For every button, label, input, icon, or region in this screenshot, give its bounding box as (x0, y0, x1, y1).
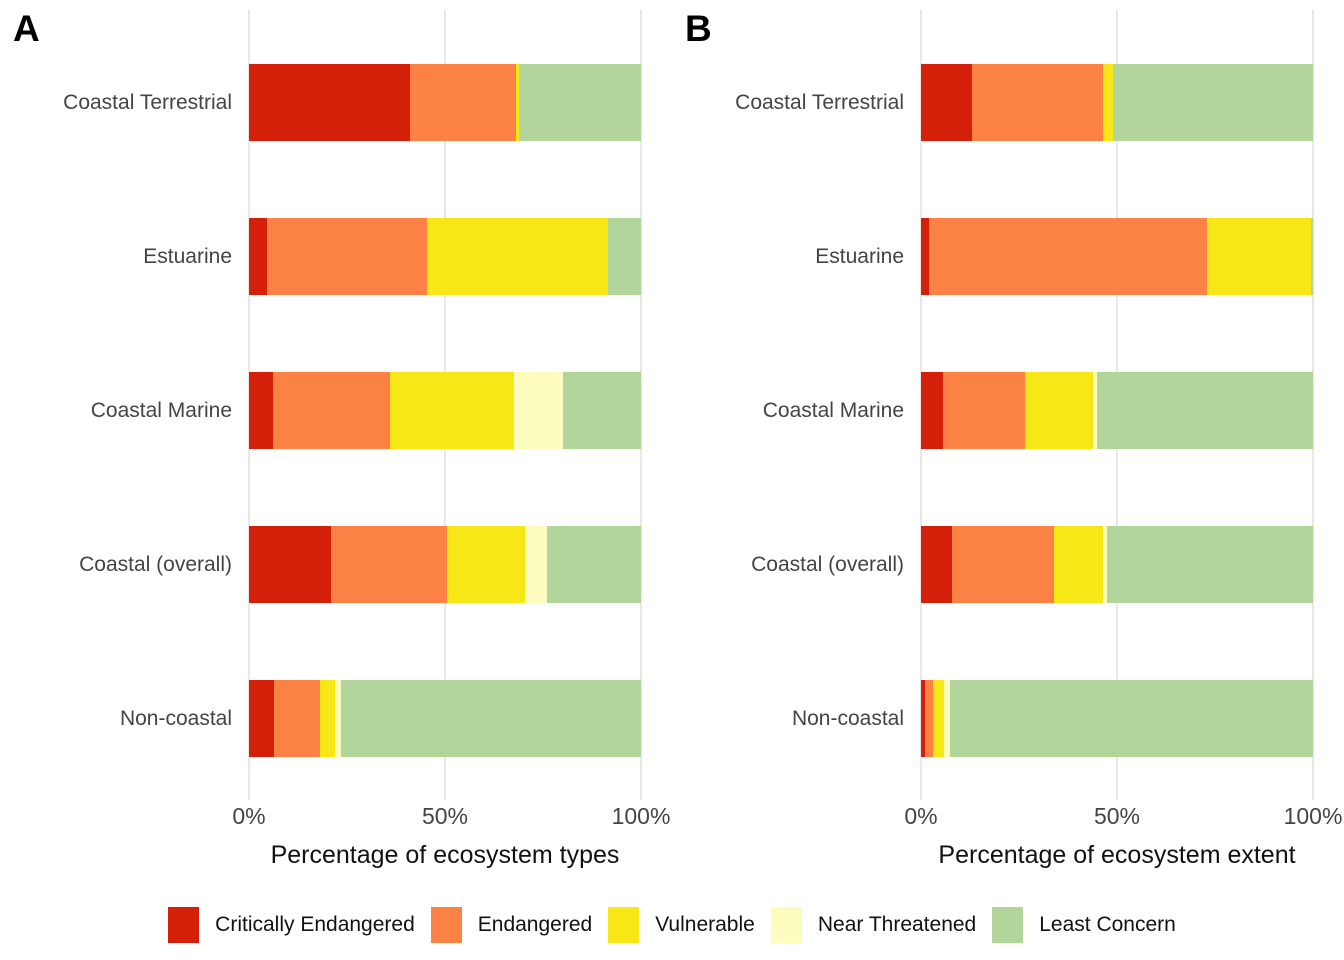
category-label: Coastal (overall) (79, 552, 232, 576)
panel-a-x-axis-title: Percentage of ecosystem types (270, 841, 620, 869)
legend-label: Critically Endangered (215, 913, 415, 936)
panel-b-letter: B (685, 8, 712, 49)
legend-label: Endangered (477, 913, 593, 936)
legend-swatch (608, 907, 640, 943)
bar-row (921, 526, 1313, 603)
bar-segment (944, 680, 951, 757)
panel-a-plot: Coastal Terrestrial Estuarine Coastal Mari… (63, 10, 642, 800)
panel-a-xtick-100: 100% (611, 803, 671, 829)
panel-b-plot: Coastal Terrestrial Estuarine Coastal Mari… (735, 10, 1314, 800)
bar-row (921, 218, 1313, 295)
panel-b-xtick-50: 50% (1093, 803, 1141, 829)
legend: Critically Endangered Endangered Vulnerabl… (0, 905, 1344, 945)
bar-segment (274, 680, 320, 757)
bar-segment (1107, 526, 1313, 603)
gridline-100 (640, 10, 642, 800)
bar-row (921, 64, 1313, 141)
category-label: Coastal Marine (90, 398, 232, 422)
panel-a-letter: A (13, 8, 40, 49)
bar-segment (921, 64, 972, 141)
bar-segment (1103, 526, 1108, 603)
bar-segment (446, 526, 526, 603)
bar-segment (928, 218, 1208, 295)
bar-row (249, 680, 641, 757)
bar-segment (1093, 372, 1098, 449)
bar-segment (971, 64, 1104, 141)
bar-segment (249, 680, 275, 757)
legend-item: Endangered (430, 907, 593, 943)
legend-item: Least Concern (992, 907, 1176, 943)
legend-item: Vulnerable (608, 907, 755, 943)
panel-a-xtick-0: 0% (232, 803, 266, 829)
bar-segment (390, 372, 514, 449)
panel-b-x-axis-title: Percentage of ecosystem extent (938, 841, 1296, 869)
category-label: Non-coastal (119, 706, 232, 730)
category-label: Coastal Terrestrial (63, 90, 232, 114)
bar-segment (1207, 218, 1312, 295)
bar-segment (924, 680, 933, 757)
legend-swatch (168, 907, 200, 943)
bar-segment (266, 218, 428, 295)
bar-segment (942, 372, 1025, 449)
bar-row (249, 526, 641, 603)
bar-segment (1113, 64, 1313, 141)
bar-segment (1097, 372, 1313, 449)
bar-segment (513, 372, 563, 449)
legend-swatch (430, 907, 462, 943)
legend-item: Critically Endangered (168, 907, 415, 943)
legend-swatch (992, 907, 1024, 943)
bar-row (249, 372, 641, 449)
bar-segment (341, 680, 641, 757)
panel-b-xtick-0: 0% (904, 803, 938, 829)
bar-row (921, 372, 1313, 449)
bar-segment (921, 680, 925, 757)
bar-segment (409, 64, 516, 141)
bar-segment (331, 526, 447, 603)
legend-item: Near Threatened (770, 907, 977, 943)
gridline-100 (1312, 10, 1314, 800)
bar-segment (272, 372, 391, 449)
bar-segment (546, 526, 641, 603)
bar-segment (249, 64, 410, 141)
bar-row (249, 218, 641, 295)
bar-segment (562, 372, 641, 449)
bar-segment (1054, 526, 1104, 603)
category-label: Estuarine (815, 244, 904, 268)
bar-segment (932, 680, 945, 757)
bar-segment (921, 218, 929, 295)
bar-segment (1024, 372, 1094, 449)
bar-segment (1311, 218, 1313, 295)
bar-segment (1103, 64, 1114, 141)
bar-row (249, 64, 641, 141)
bar-segment (249, 372, 273, 449)
legend-swatch (770, 907, 802, 943)
bar-segment (921, 526, 953, 603)
panel-b: B Coastal Terrestrial Estuarine Coastal Ma… (672, 0, 1344, 960)
bar-segment (249, 526, 332, 603)
bar-segment (607, 218, 641, 295)
legend-label: Near Threatened (817, 913, 977, 936)
category-label: Estuarine (143, 244, 232, 268)
bar-segment (335, 680, 342, 757)
bar-segment (519, 64, 641, 141)
bar-segment (515, 64, 520, 141)
panel-b-xtick-100: 100% (1283, 803, 1343, 829)
bar-segment (921, 372, 943, 449)
category-label: Coastal Terrestrial (735, 90, 904, 114)
panel-a: A Coastal Terrestrial Estuarine Coastal Ma… (13, 8, 671, 869)
bar-row (921, 680, 1313, 757)
legend-label: Least Concern (1039, 913, 1176, 936)
category-label: Coastal Marine (762, 398, 904, 422)
bar-segment (249, 218, 267, 295)
category-label: Coastal (overall) (751, 552, 904, 576)
bar-segment (950, 680, 1313, 757)
panel-a-xtick-50: 50% (421, 803, 469, 829)
category-label: Non-coastal (791, 706, 904, 730)
bar-segment (525, 526, 547, 603)
bar-segment (319, 680, 336, 757)
legend-label: Vulnerable (655, 913, 755, 936)
bar-segment (952, 526, 1055, 603)
bar-segment (427, 218, 608, 295)
